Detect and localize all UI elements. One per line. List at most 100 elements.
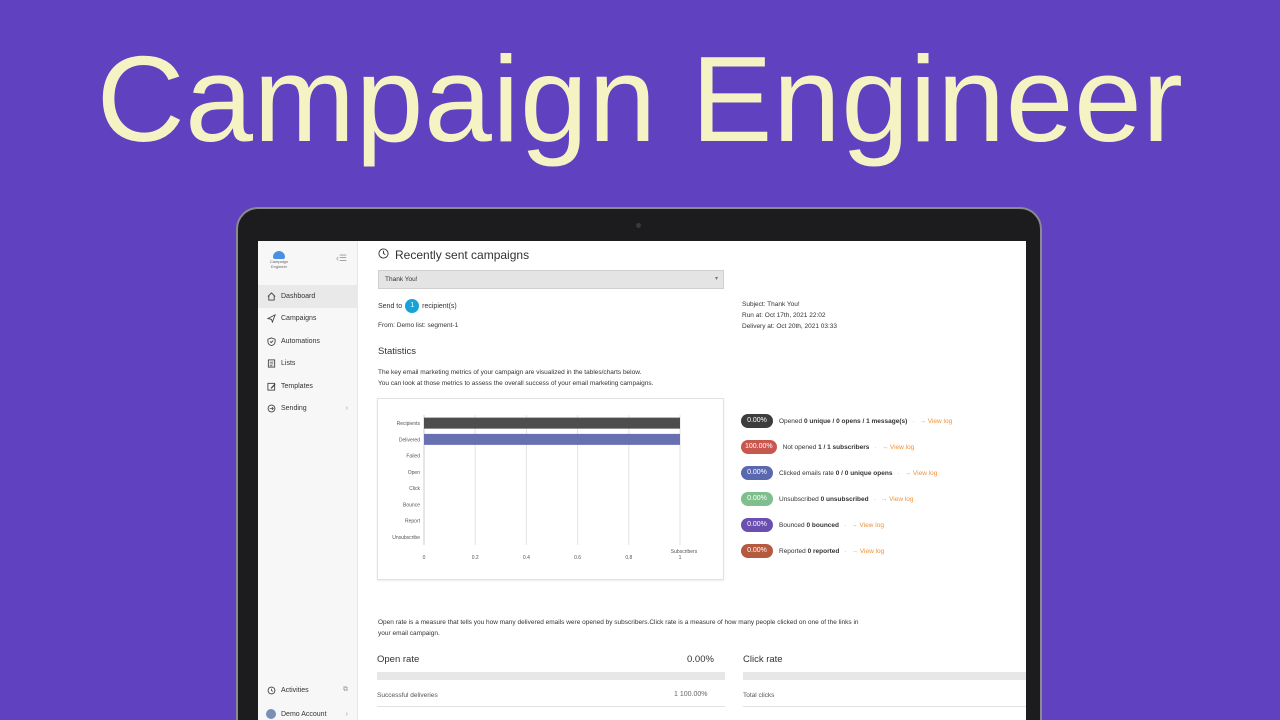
sidebar-item-campaigns[interactable]: Campaigns xyxy=(258,308,358,331)
sidebar-item-label: Campaigns xyxy=(281,315,317,323)
view-log-link[interactable]: → View log xyxy=(881,443,915,451)
separator-dot: · xyxy=(912,417,915,425)
sidebar-item-sending[interactable]: Sending › xyxy=(258,398,358,421)
metric-value: 0 unique / 0 opens / 1 message(s) xyxy=(803,417,908,425)
statistics-desc-line1: The key email marketing metrics of your … xyxy=(378,369,642,376)
sidebar-item-dashboard[interactable]: Dashboard xyxy=(258,285,358,308)
delivery-at-line: Delivery at: Oct 20th, 2021 03:33 xyxy=(742,323,838,330)
click-rate-row-label: Total clicks xyxy=(743,692,775,699)
avatar xyxy=(266,709,276,719)
sidebar-item-label: Lists xyxy=(281,360,296,368)
clock-icon xyxy=(378,248,389,262)
sidebar-item-account[interactable]: Demo Account › xyxy=(258,702,358,720)
metric-label: Unsubscribed xyxy=(779,495,819,503)
send-icon xyxy=(266,314,276,324)
sidebar: Campaign Engineer ‹☰ Dashboard Campaigns xyxy=(258,241,358,720)
sidebar-item-automations[interactable]: Automations xyxy=(258,330,358,353)
collapse-sidebar-icon[interactable]: ‹☰ xyxy=(336,253,348,263)
view-log-link[interactable]: → View log xyxy=(919,417,953,425)
chart-y-tick-label: Report xyxy=(405,519,421,525)
chart-bar xyxy=(424,417,680,429)
metric-value: 1 / 1 subscribers xyxy=(818,443,870,451)
click-rate-divider xyxy=(743,706,1026,707)
chevron-right-icon: › xyxy=(345,710,348,718)
chart-x-tick-label: 1 xyxy=(679,555,682,561)
send-to-line: Send to 1 recipient(s) xyxy=(378,299,457,313)
camera-dot xyxy=(636,223,641,228)
sidebar-item-activities[interactable]: Activities ⧉ xyxy=(258,678,358,702)
open-rate-bar xyxy=(377,672,725,680)
recipient-count-badge: 1 xyxy=(405,299,420,313)
subject-line: Subject: Thank You! xyxy=(742,301,800,308)
metric-percent-badge: 0.00% xyxy=(741,466,773,480)
metric-row: 0.00% Bounced 0 bounced · → View log xyxy=(741,512,1026,538)
sidebar-item-label: Automations xyxy=(281,337,320,345)
edit-icon xyxy=(266,381,276,391)
metric-row: 0.00% Reported 0 reported · → View log xyxy=(741,538,1026,564)
chart-x-tick-label: 0.2 xyxy=(472,555,479,561)
home-icon xyxy=(266,291,276,301)
sidebar-item-label: Activities xyxy=(281,686,309,694)
history-icon xyxy=(266,685,276,695)
send-to-suffix: recipient(s) xyxy=(422,302,457,310)
list-icon xyxy=(266,359,276,369)
page-title: Recently sent campaigns xyxy=(378,248,529,262)
chart-bar xyxy=(424,433,680,445)
metric-label: Clicked emails rate xyxy=(779,469,834,477)
chart-x-axis-label: Subscribers xyxy=(671,549,698,555)
separator-dot: · xyxy=(873,495,876,503)
metric-percent-badge: 0.00% xyxy=(741,492,773,506)
metric-value: 0 / 0 unique opens xyxy=(835,469,893,477)
view-log-link[interactable]: → View log xyxy=(904,469,938,477)
logo-text: Campaign Engineer xyxy=(269,259,289,269)
metric-row: 0.00% Opened 0 unique / 0 opens / 1 mess… xyxy=(741,408,1026,434)
external-icon: ⧉ xyxy=(343,686,348,693)
chart-y-tick-label: Bounce xyxy=(403,502,420,508)
view-log-link[interactable]: → View log xyxy=(851,521,884,529)
statistics-description: The key email marketing metrics of your … xyxy=(378,368,738,389)
open-rate-percent: 0.00% xyxy=(687,654,714,665)
page-title-text: Recently sent campaigns xyxy=(395,248,530,262)
delivery-bar-chart: 0 0.2 0.4 0.6 0.8 1 Recipients Delivered Failed O… xyxy=(392,415,698,561)
hero-title: Campaign Engineer xyxy=(96,31,1184,167)
delivery-chart-card: 0 0.2 0.4 0.6 0.8 1 Recipients Delivered Failed O… xyxy=(377,398,724,580)
open-rate-row-value: 1 100.00% xyxy=(674,691,708,698)
app-screen: Campaign Engineer ‹☰ Dashboard Campaigns xyxy=(258,241,1026,720)
chart-y-tick-label: Click xyxy=(409,486,420,492)
chart-x-tick-label: 0.8 xyxy=(625,555,632,561)
metrics-list: 0.00% Opened 0 unique / 0 opens / 1 mess… xyxy=(741,408,1026,564)
separator-dot: · xyxy=(874,443,877,451)
metric-percent-badge: 0.00% xyxy=(741,518,773,532)
logo-mark-icon xyxy=(273,251,285,259)
metric-percent-badge: 0.00% xyxy=(741,414,773,428)
app-logo[interactable]: Campaign Engineer xyxy=(268,251,290,275)
send-to-prefix: Send to xyxy=(378,302,403,310)
metric-value: 0 bounced xyxy=(806,521,839,529)
metric-label: Bounced xyxy=(779,521,805,529)
main-content: Recently sent campaigns Thank You! ▾ Sen… xyxy=(370,241,1026,720)
metric-row: 0.00% Clicked emails rate 0 / 0 unique o… xyxy=(741,460,1026,486)
metric-row: 0.00% Unsubscribed 0 unsubscribed · → Vi… xyxy=(741,486,1026,512)
separator-dot: · xyxy=(844,521,847,529)
campaign-select[interactable]: Thank You! ▾ xyxy=(378,270,724,289)
sidebar-item-label: Sending xyxy=(281,405,307,413)
statistics-title: Statistics xyxy=(378,346,417,357)
laptop-frame: Campaign Engineer ‹☰ Dashboard Campaigns xyxy=(236,207,1042,720)
click-rate-title: Click rate xyxy=(743,654,783,665)
open-rate-row-label: Successful deliveries xyxy=(377,692,438,699)
sidebar-item-templates[interactable]: Templates xyxy=(258,375,358,398)
metric-row: 100.00% Not opened 1 / 1 subscribers · →… xyxy=(741,434,1026,460)
chevron-down-icon: ▾ xyxy=(714,276,718,282)
view-log-link[interactable]: → View log xyxy=(880,495,914,503)
sidebar-item-lists[interactable]: Lists xyxy=(258,353,358,376)
chart-x-tick-label: 0.6 xyxy=(574,555,581,561)
view-log-link[interactable]: → View log xyxy=(851,547,885,555)
campaign-meta: Subject: Thank You! Run at: Oct 17th, 20… xyxy=(742,299,837,332)
chart-x-tick-label: 0 xyxy=(423,555,426,561)
chart-x-tick-label: 0.4 xyxy=(523,555,530,561)
sidebar-item-label: Dashboard xyxy=(281,292,316,300)
run-at-line: Run at: Oct 17th, 2021 22:02 xyxy=(742,312,826,319)
chart-y-tick-label: Failed xyxy=(406,454,420,460)
chart-y-tick-label: Recipients xyxy=(397,421,421,427)
rates-description: Open rate is a measure that tells you ho… xyxy=(378,619,859,637)
